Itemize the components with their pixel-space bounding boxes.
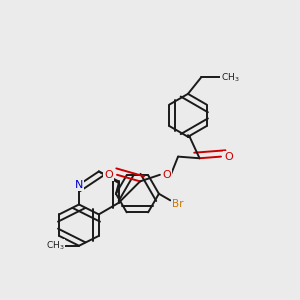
Text: CH$_3$: CH$_3$	[46, 239, 64, 252]
Text: O: O	[224, 152, 233, 162]
Text: CH$_3$: CH$_3$	[220, 71, 239, 84]
Text: N: N	[75, 180, 83, 190]
Text: O: O	[163, 170, 172, 180]
Text: Br: Br	[172, 200, 183, 209]
Text: O: O	[104, 170, 113, 180]
